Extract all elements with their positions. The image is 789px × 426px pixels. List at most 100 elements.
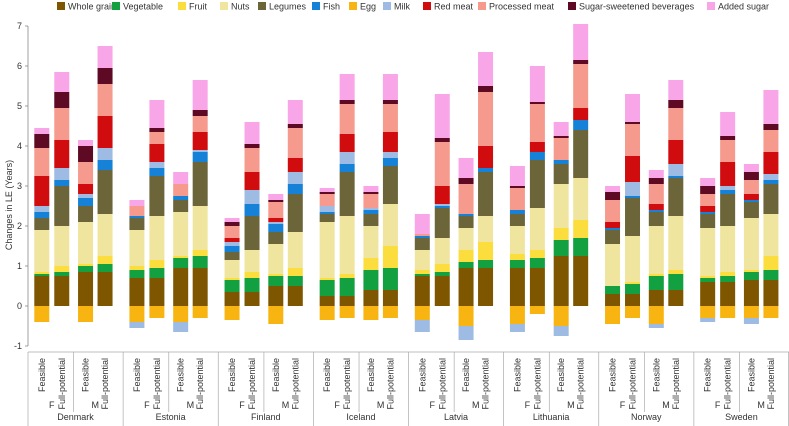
bar-segment-milk xyxy=(700,318,716,322)
bar-segment-whole-grain xyxy=(668,290,684,306)
bar-segment-legumes xyxy=(129,218,145,230)
bar-segment-fruit xyxy=(648,274,664,276)
bar-segment-nuts xyxy=(700,228,716,276)
bar-segment-sugar-sweetened-beverages xyxy=(458,178,474,184)
bar-segment-nuts xyxy=(54,226,70,266)
bar-segment-milk xyxy=(434,204,450,206)
bar-segment-vegetable xyxy=(173,258,189,268)
x-scenario-label: Full-potential xyxy=(195,358,205,410)
bar-segment-sugar-sweetened-beverages xyxy=(720,136,736,140)
bar-segment-vegetable xyxy=(287,276,303,286)
legend-item-milk: Milk xyxy=(383,2,410,12)
x-scenario-label: Feasible xyxy=(366,358,376,392)
bar-segment-fish xyxy=(763,180,779,184)
bar-segment-milk xyxy=(720,186,736,190)
bar-segment-added-sugar xyxy=(149,100,165,128)
x-sex-label: M xyxy=(187,400,195,410)
bar-segment-vegetable xyxy=(605,286,621,294)
bar-segment-egg xyxy=(224,306,240,320)
bar-segment-fruit xyxy=(244,272,260,278)
legend-swatch-fish xyxy=(312,2,320,10)
bar-segment-legumes xyxy=(700,214,716,228)
x-scenario-label: Full-potential xyxy=(437,358,447,410)
x-country-label: Estonia xyxy=(156,412,186,422)
legend-item-fish: Fish xyxy=(312,2,340,12)
bar-segment-legumes xyxy=(34,218,50,230)
bar-segment-added-sugar xyxy=(78,140,94,146)
bar-segment-fish xyxy=(129,216,145,218)
bar-segment-fish xyxy=(363,210,379,214)
bar-segment-fish xyxy=(54,180,70,186)
bar-segment-nuts xyxy=(339,216,355,274)
bar-segment-egg xyxy=(149,306,165,318)
bar-segment-fruit xyxy=(287,268,303,276)
bar-segment-legumes xyxy=(319,214,335,222)
bar-segment-fish xyxy=(720,190,736,194)
bar-segment-added-sugar xyxy=(573,24,589,60)
bar-segment-processed-meat xyxy=(573,64,589,108)
bar-segment-sugar-sweetened-beverages xyxy=(287,124,303,128)
bar-segment-nuts xyxy=(173,212,189,256)
bar-segment-added-sugar xyxy=(244,122,260,144)
y-tick-label: 3 xyxy=(17,181,22,191)
y-tick-label: 1 xyxy=(17,261,22,271)
bar-stack xyxy=(192,80,208,318)
bar-segment-added-sugar xyxy=(224,218,240,222)
bar-segment-fish xyxy=(34,212,50,218)
bar-segment-added-sugar xyxy=(54,72,70,92)
bar-segment-vegetable xyxy=(553,240,569,256)
x-sex-label: F xyxy=(334,400,340,410)
bar-stack xyxy=(149,100,165,318)
bar-segment-fruit xyxy=(78,264,94,266)
bar-segment-vegetable xyxy=(363,270,379,290)
bar-stack xyxy=(625,94,641,318)
bar-segment-milk xyxy=(78,194,94,198)
bar-segment-red-meat xyxy=(34,176,50,206)
bar-segment-red-meat xyxy=(54,140,70,168)
bar-segment-nuts xyxy=(34,230,50,272)
legend-label-nuts: Nuts xyxy=(231,2,250,12)
bar-stack xyxy=(339,74,355,318)
bar-segment-nuts xyxy=(509,226,525,254)
x-scenario-label: Feasible xyxy=(461,358,471,392)
bar-segment-nuts xyxy=(149,216,165,260)
bar-segment-whole-grain xyxy=(434,276,450,306)
bar-segment-fish xyxy=(244,204,260,216)
x-scenario-label: Full-potential xyxy=(628,358,638,410)
bar-segment-fruit xyxy=(34,272,50,274)
x-axis: Feasible Full-potential Feasible Full-poten… xyxy=(27,351,789,426)
bar-segment-milk xyxy=(648,324,664,328)
x-sex-label: M xyxy=(757,400,765,410)
x-sex-label: M xyxy=(472,400,480,410)
bar-segment-fish xyxy=(319,212,335,214)
bar-stack xyxy=(700,178,716,322)
legend-swatch-sugar-sweetened-beverages xyxy=(568,2,576,10)
bar-segment-vegetable xyxy=(244,278,260,292)
bar-segment-processed-meat xyxy=(668,108,684,140)
bar-segment-egg xyxy=(382,306,398,318)
bar-segment-legumes xyxy=(478,172,494,216)
bar-segment-fish xyxy=(268,224,284,232)
bar-segment-legumes xyxy=(244,216,260,250)
x-country-label: Denmark xyxy=(57,412,94,422)
bar-segment-legumes xyxy=(149,176,165,216)
bar-segment-added-sugar xyxy=(743,164,759,172)
y-tick-label: 0 xyxy=(17,301,22,311)
bar-segment-processed-meat xyxy=(54,108,70,140)
x-scenario-label: Feasible xyxy=(417,358,427,392)
bar-segment-fruit xyxy=(625,282,641,284)
bar-segment-sugar-sweetened-beverages xyxy=(54,92,70,108)
bar-segment-fish xyxy=(553,160,569,164)
bar-segment-fish xyxy=(78,198,94,206)
x-scenario-label: Full-potential xyxy=(100,358,110,410)
bar-segment-legumes xyxy=(363,214,379,226)
bar-stack xyxy=(743,164,759,324)
bar-segment-legumes xyxy=(224,252,240,260)
bar-segment-legumes xyxy=(743,202,759,218)
bar-segment-egg xyxy=(34,306,50,322)
bar-segment-added-sugar xyxy=(434,94,450,138)
bar-segment-red-meat xyxy=(244,172,260,190)
bar-segment-whole-grain xyxy=(339,296,355,306)
x-scenario-label: Full-potential xyxy=(766,358,776,410)
bar-stack xyxy=(414,214,430,332)
